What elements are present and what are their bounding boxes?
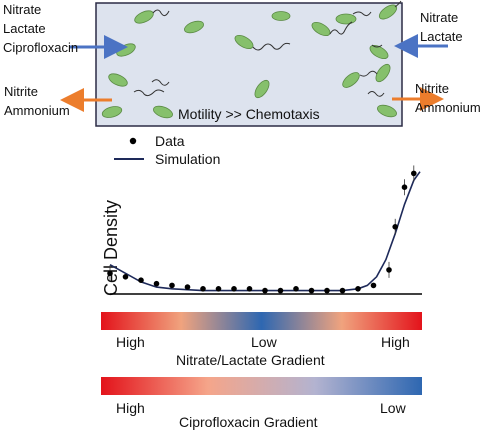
data-point [215,286,222,292]
data-point [392,224,399,230]
bacterium [101,106,123,118]
left-input-labels: Nitrate Lactate Ciprofloxacin [3,2,78,56]
chamber-caption: Motility >> Chemotaxis [178,106,320,122]
legend-data-label: Data [155,133,185,149]
bacterium [271,11,291,21]
bacterium [184,20,204,34]
data-point [411,170,417,177]
left-output-labels: Nitrite Ammonium [4,84,70,119]
chamber-diagram [60,0,448,127]
right-input-label: Lactate [420,29,463,44]
bacterium [234,34,254,50]
bacteria-group [101,4,398,119]
nitrate-lactate-gradient-bar [101,312,422,330]
data-point [324,287,330,294]
data-point [339,287,346,294]
data-point [401,184,408,190]
data-point [246,286,253,292]
data-point [153,280,160,287]
simulation-line [109,171,421,292]
gradient-1-center-label: Low [251,334,277,350]
bacterium [153,105,173,119]
gradient-1-left-label: High [116,334,145,350]
gradient-2-left-label: High [116,400,145,416]
legend-symbols [114,137,144,160]
bacterium [342,72,360,88]
gradient-2-title: Ciprofloxacin Gradient [179,414,318,430]
data-point [386,267,392,273]
data-point [184,284,191,290]
right-input-labels: Nitrate Lactate [420,10,463,45]
bacterium [108,73,128,87]
data-point [122,274,129,280]
gradient-2-right-label: Low [380,400,406,416]
data-point [138,277,144,283]
data-point [169,282,175,289]
data-point [308,287,315,294]
legend-data-marker [129,137,137,145]
bacterium [335,13,357,25]
data-point [231,286,237,292]
data-point [262,287,268,294]
right-output-label: Nitrite [415,81,449,96]
data-point [200,286,206,292]
bacterium [375,63,391,83]
data-point [293,286,299,292]
right-output-label: Ammonium [415,100,481,115]
data-point [277,287,284,294]
bacterium [254,79,270,99]
left-output-label: Ammonium [4,103,70,118]
data-point [355,286,361,292]
bacterium [311,21,331,37]
gradient-1-right-label: High [381,334,410,350]
ciprofloxacin-gradient-bar [101,377,422,395]
bacterium [369,44,389,60]
cell-density-chart [107,165,422,295]
left-input-label: Nitrate [3,2,42,17]
left-input-label: Ciprofloxacin [3,40,79,55]
left-input-label: Lactate [3,21,46,36]
gradient-1-title: Nitrate/Lactate Gradient [176,352,325,368]
flagella-group [133,0,402,97]
data-point [370,282,377,289]
left-output-label: Nitrite [4,84,38,99]
legend-simulation-label: Simulation [155,151,221,167]
bacterium [377,104,397,118]
right-output-labels: Nitrite Ammonium [415,81,481,116]
right-input-label: Nitrate [420,10,459,25]
data-point [107,270,113,277]
